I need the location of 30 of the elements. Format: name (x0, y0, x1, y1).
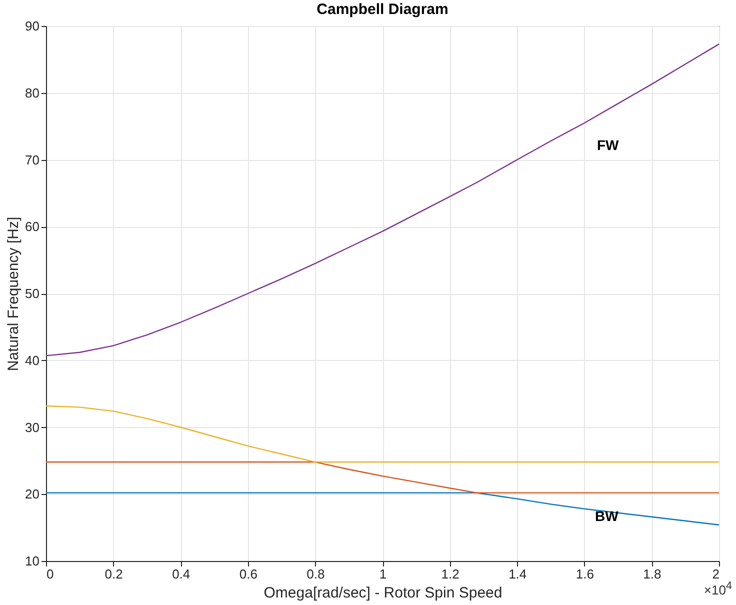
x-tick-label: 0.8 (306, 566, 325, 582)
line-series (45, 461, 720, 494)
y-tick-label: 90 (25, 18, 40, 34)
annotation: BW (595, 508, 618, 524)
x-tick-label: 0.6 (239, 566, 258, 582)
line-series (45, 405, 720, 463)
chart-title: Campbell Diagram (316, 1, 448, 18)
y-tick-label: 60 (25, 219, 40, 234)
x-tick-label: 0 (46, 566, 54, 582)
line-series (45, 43, 720, 356)
y-tick-label: 50 (25, 286, 40, 301)
x-tick-label: 1.2 (441, 566, 460, 582)
x-tick-label: 2 (712, 566, 720, 582)
x-tick-label: 0.4 (172, 566, 190, 582)
y-tick-label: 10 (25, 554, 40, 568)
y-tick-label: 30 (25, 420, 40, 435)
y-tick-label: 80 (25, 85, 40, 100)
x-tick-label: 1.8 (643, 566, 662, 582)
line-series (45, 492, 720, 526)
y-tick-label: 40 (25, 352, 40, 368)
y-tick-label: 20 (25, 486, 40, 502)
x-tick-label: 1.6 (576, 566, 594, 582)
text: ×10$^{4}$ (704, 580, 732, 598)
y-axis-title: Natural Frequency [Hz] (5, 216, 22, 372)
x-axis-title: Omega[rad/sec] - Rotor Spin Speed (264, 584, 502, 602)
y-tick-label: 70 (25, 152, 40, 168)
annotation: FW (597, 137, 619, 153)
x-tick-label: 1 (379, 566, 387, 582)
x-tick-label: 1.4 (508, 566, 527, 582)
x-tick-label: 0.2 (104, 566, 123, 582)
